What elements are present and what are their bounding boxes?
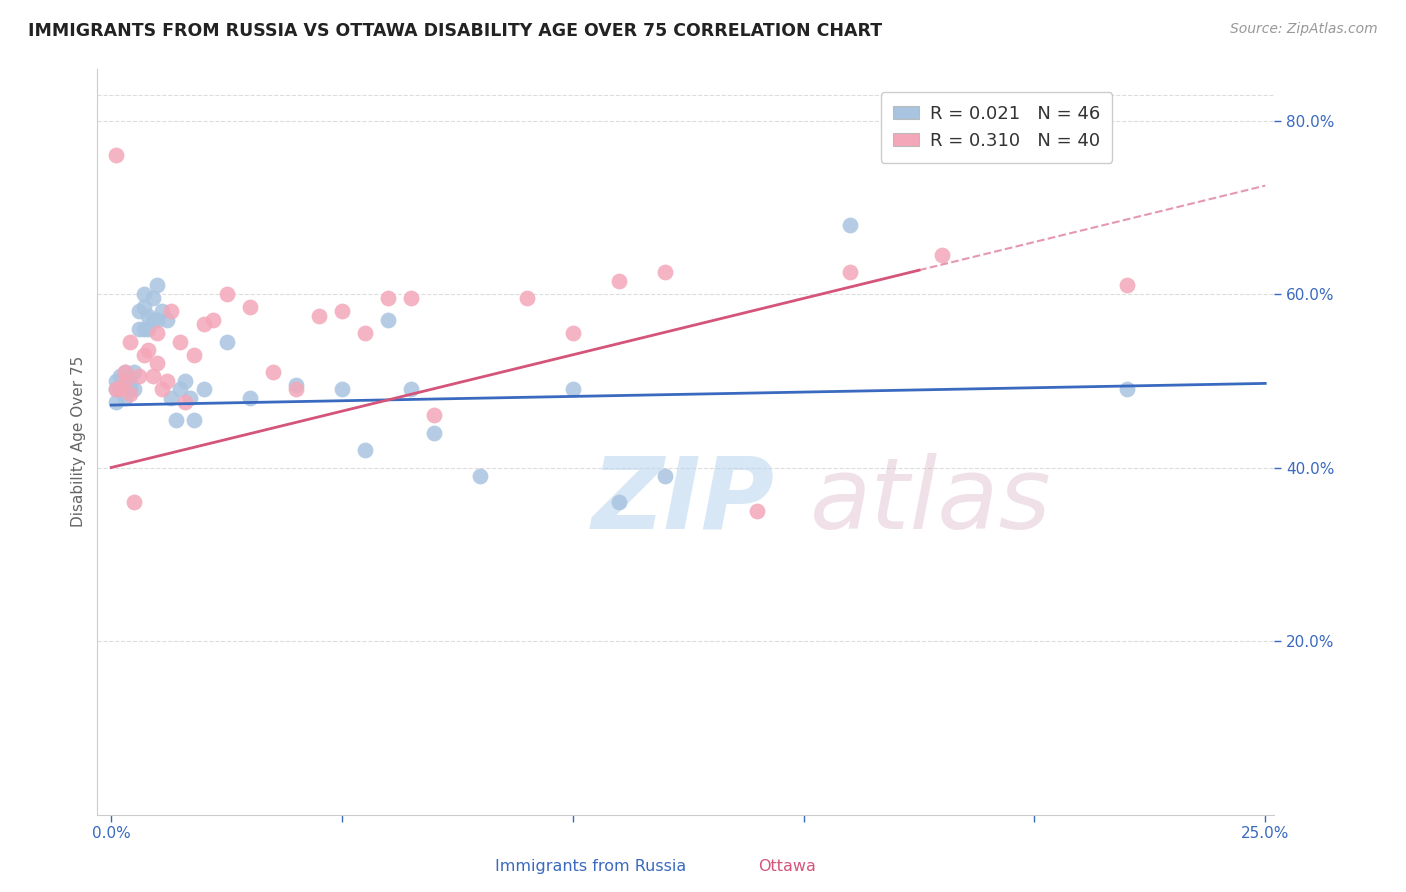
Point [128, 322, 150, 336]
Point [607, 495, 630, 509]
Point [838, 218, 860, 232]
Point [1115, 383, 1137, 397]
Point [146, 356, 169, 370]
Point [215, 287, 238, 301]
Point [174, 395, 197, 409]
Point [128, 304, 150, 318]
Point [1115, 278, 1137, 293]
Point [114, 391, 136, 405]
Point [104, 383, 127, 397]
Point [132, 348, 155, 362]
Point [183, 348, 205, 362]
Point [136, 343, 159, 358]
Point [114, 378, 136, 392]
Point [193, 318, 215, 332]
Point [330, 304, 353, 318]
Point [423, 425, 446, 440]
Point [193, 383, 215, 397]
Point [516, 292, 538, 306]
Point [377, 313, 399, 327]
Point [239, 300, 262, 314]
Point [155, 374, 177, 388]
Text: Ottawa: Ottawa [758, 859, 817, 874]
Point [118, 383, 141, 397]
Point [654, 265, 676, 279]
Text: IMMIGRANTS FROM RUSSIA VS OTTAWA DISABILITY AGE OVER 75 CORRELATION CHART: IMMIGRANTS FROM RUSSIA VS OTTAWA DISABIL… [28, 22, 882, 40]
Point [155, 313, 177, 327]
Point [142, 292, 165, 306]
Point [215, 334, 238, 349]
Point [423, 409, 446, 423]
Point [160, 304, 183, 318]
Point [128, 369, 150, 384]
Point [136, 309, 159, 323]
Point [142, 313, 165, 327]
Point [110, 383, 132, 397]
Point [132, 322, 155, 336]
Point [607, 274, 630, 288]
Point [470, 469, 492, 483]
Point [146, 326, 169, 340]
Point [262, 365, 284, 379]
Text: atlas: atlas [810, 453, 1052, 549]
Point [377, 292, 399, 306]
Point [174, 374, 197, 388]
Point [169, 334, 191, 349]
Point [838, 265, 860, 279]
Point [284, 383, 307, 397]
Point [118, 374, 141, 388]
Y-axis label: Disability Age Over 75: Disability Age Over 75 [72, 356, 86, 527]
Point [124, 383, 146, 397]
Point [654, 469, 676, 483]
Point [399, 383, 422, 397]
Point [330, 383, 353, 397]
Point [114, 365, 136, 379]
Point [201, 313, 224, 327]
Point [183, 413, 205, 427]
Point [354, 443, 377, 458]
Point [110, 369, 132, 384]
Point [136, 322, 159, 336]
Point [747, 504, 769, 518]
Text: Immigrants from Russia: Immigrants from Russia [495, 859, 686, 874]
Point [931, 248, 953, 262]
Text: Source: ZipAtlas.com: Source: ZipAtlas.com [1230, 22, 1378, 37]
Point [142, 369, 165, 384]
Point [561, 326, 583, 340]
Point [114, 374, 136, 388]
Point [104, 383, 127, 397]
Point [132, 287, 155, 301]
Point [179, 391, 201, 405]
Point [561, 383, 583, 397]
Point [160, 391, 183, 405]
Point [239, 391, 262, 405]
Legend: R = 0.021   N = 46, R = 0.310   N = 40: R = 0.021 N = 46, R = 0.310 N = 40 [880, 93, 1112, 162]
Point [124, 495, 146, 509]
Text: ZIP: ZIP [592, 453, 775, 549]
Point [308, 309, 330, 323]
Point [150, 383, 173, 397]
Point [110, 383, 132, 397]
Point [132, 300, 155, 314]
Point [118, 334, 141, 349]
Point [104, 148, 127, 162]
Point [114, 365, 136, 379]
Point [146, 313, 169, 327]
Point [169, 383, 191, 397]
Point [118, 386, 141, 401]
Point [146, 278, 169, 293]
Point [150, 304, 173, 318]
Point [284, 378, 307, 392]
Point [399, 292, 422, 306]
Point [354, 326, 377, 340]
Point [124, 365, 146, 379]
Point [104, 374, 127, 388]
Point [104, 395, 127, 409]
Point [165, 413, 187, 427]
